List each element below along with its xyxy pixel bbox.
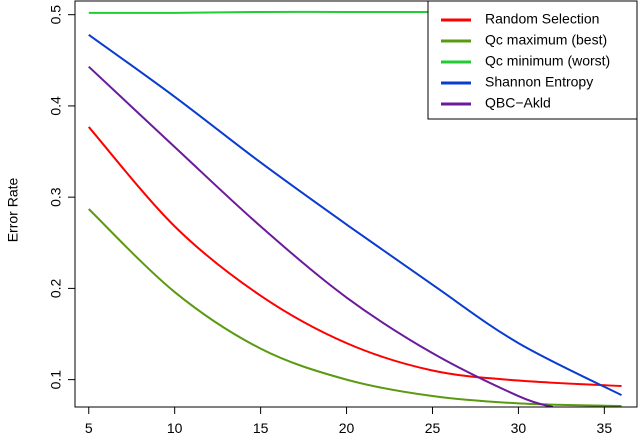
- x-tick-label: 5: [85, 420, 93, 436]
- x-tick-label: 35: [597, 420, 613, 436]
- x-tick-label: 10: [167, 420, 183, 436]
- x-tick-label: 25: [425, 420, 441, 436]
- legend-items: Random Selection Qc maximum (best) Qc mini…: [441, 11, 610, 111]
- series-line-1: [87, 126, 622, 388]
- y-tick-label: 0.3: [48, 187, 64, 207]
- x-tick-label: 15: [253, 420, 269, 436]
- y-tick-label: 0.4: [48, 96, 64, 116]
- legend-label-4: Shannon Entropy: [485, 74, 593, 90]
- x-tick-label: 20: [339, 420, 355, 436]
- plot-frame: [74, 0, 638, 408]
- series-layer: [87, 10, 622, 407]
- y-axis: 0.1 0.2 0.3 0.4 0.5: [48, 5, 75, 390]
- series-line-2: [88, 208, 622, 407]
- legend-label-5: QBC−Akld: [485, 95, 551, 111]
- legend-label-1: Random Selection: [485, 11, 599, 27]
- legend-label-3: Qc minimum (worst): [485, 53, 610, 69]
- y-tick-label: 0.5: [48, 5, 64, 25]
- legend: Random Selection Qc maximum (best) Qc mini…: [427, 0, 638, 120]
- y-tick-label: 0.1: [48, 370, 64, 390]
- series-line-4: [88, 33, 622, 397]
- legend-label-2: Qc maximum (best): [485, 32, 607, 48]
- series-line-5: [88, 65, 554, 407]
- x-axis: 5 10 15 20 25 30 35: [85, 407, 612, 436]
- x-tick-label: 30: [511, 420, 527, 436]
- y-tick-label: 0.2: [48, 278, 64, 298]
- y-axis-label: Error Rate: [5, 178, 21, 243]
- legend-box: [427, 0, 638, 120]
